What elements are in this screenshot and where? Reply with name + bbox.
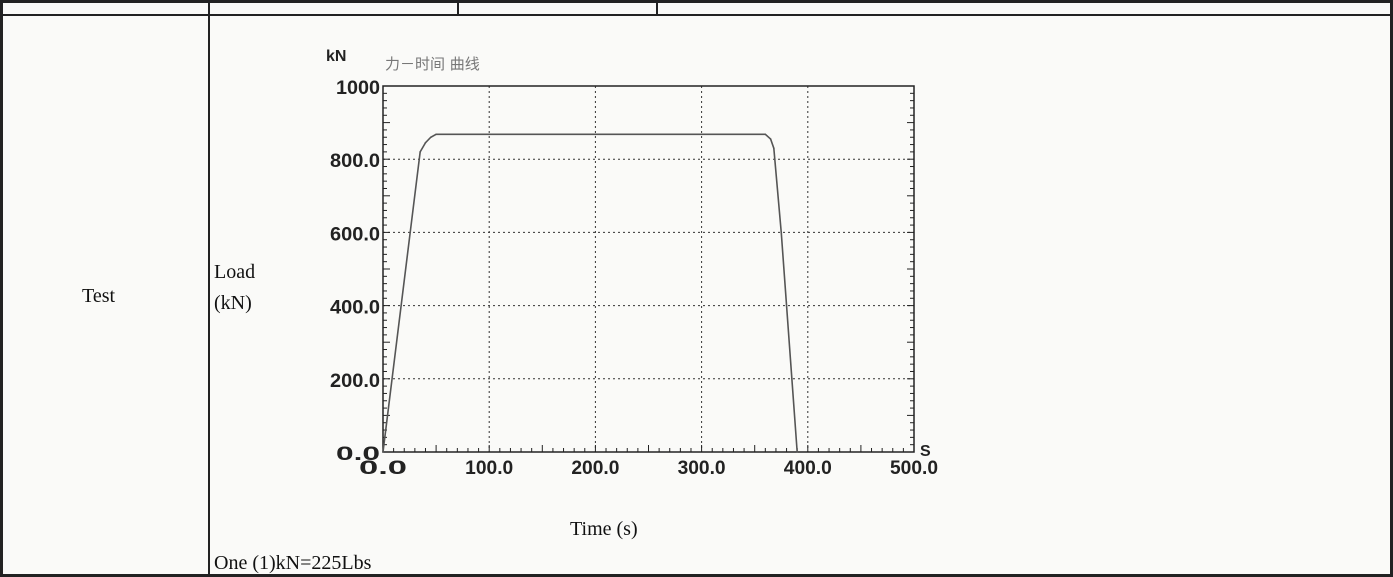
row-label-test: Test	[82, 285, 116, 307]
data-point	[796, 451, 798, 453]
table-top-border	[0, 0, 1393, 3]
data-point	[435, 133, 437, 136]
data-point	[429, 136, 432, 139]
row-divider	[0, 14, 1393, 16]
data-point	[764, 133, 767, 136]
upper-row-divider-1	[457, 0, 459, 15]
column-divider	[208, 0, 210, 577]
y-tick-label: 0.0	[336, 444, 380, 465]
x-tick-label: 0.0	[359, 458, 407, 479]
conversion-note: One (1)kN=225Lbs	[214, 552, 372, 574]
x-tick-label: 300.0	[678, 458, 726, 479]
y-unit-label: kN	[326, 48, 346, 65]
series-line	[382, 133, 798, 453]
y-tick-label: 800.0	[330, 151, 380, 172]
plot-frame	[382, 85, 915, 453]
data-point	[780, 231, 783, 234]
data-point	[791, 378, 793, 380]
table-left-border	[0, 0, 3, 577]
x-tick-label: 200.0	[571, 458, 619, 479]
x-tick-label: 500.0	[890, 458, 938, 479]
y-tick-label: 200.0	[330, 371, 380, 392]
y-tick-label: 400.0	[330, 298, 380, 319]
y-tick-label: 600.0	[330, 224, 380, 245]
upper-row-divider-2	[656, 0, 658, 15]
table-bottom-border	[0, 574, 1393, 577]
data-point	[382, 451, 384, 453]
y-axis-label-line2: (kN)	[214, 292, 252, 314]
y-tick-label: 1000	[336, 78, 380, 99]
x-unit-label: S	[920, 443, 931, 460]
table-right-border	[1390, 0, 1393, 577]
y-axis-label-line1: Load	[214, 261, 256, 283]
x-axis-label: Time (s)	[570, 518, 638, 540]
data-point	[773, 147, 775, 150]
data-point	[424, 141, 427, 144]
data-point	[419, 151, 421, 153]
x-tick-label: 100.0	[465, 458, 513, 479]
data-point	[769, 138, 772, 140]
chart-title: 力－时间 曲线	[385, 55, 480, 73]
x-tick-label: 400.0	[784, 458, 832, 479]
